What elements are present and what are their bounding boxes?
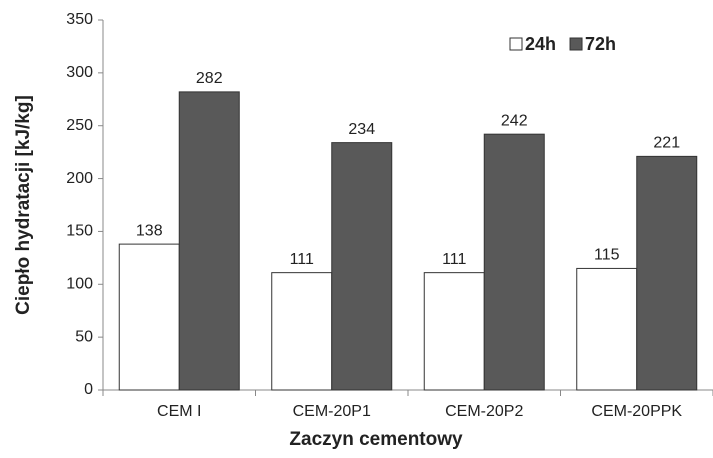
- x-tick-label: CEM-20P2: [445, 403, 523, 420]
- value-label: 242: [501, 112, 528, 129]
- bar: [576, 267, 638, 391]
- y-tick-label: 100: [66, 276, 93, 293]
- value-label: 111: [290, 251, 314, 268]
- y-tick-label: 150: [66, 223, 93, 240]
- y-tick-label: 300: [66, 64, 93, 81]
- bar: [271, 272, 333, 391]
- legend-label: 72h: [585, 34, 616, 54]
- y-axis-label: Ciepło hydratacji [kJ/kg]: [13, 95, 34, 315]
- y-tick-label: 0: [84, 381, 93, 398]
- x-tick-label: CEM-20PPK: [591, 403, 682, 420]
- y-tick-label: 200: [66, 170, 93, 187]
- y-tick-label: 250: [66, 117, 93, 134]
- legend-swatch: [569, 37, 583, 51]
- legend-swatch: [509, 37, 523, 51]
- y-tick-label: 350: [66, 11, 93, 28]
- bar: [331, 142, 393, 391]
- bar: [118, 243, 180, 391]
- value-label: 234: [348, 121, 375, 138]
- bar: [483, 133, 545, 391]
- value-label: 138: [136, 222, 163, 239]
- value-label: 111: [442, 251, 466, 268]
- bar: [178, 91, 240, 391]
- value-label: 115: [594, 247, 620, 264]
- y-tick-label: 50: [75, 328, 93, 345]
- value-label: 221: [653, 135, 680, 152]
- bar: [636, 155, 698, 391]
- bar: [423, 272, 485, 391]
- x-tick-label: CEM I: [157, 403, 201, 420]
- legend-label: 24h: [525, 34, 556, 54]
- value-label: 282: [196, 70, 223, 87]
- x-tick-label: CEM-20P1: [293, 403, 371, 420]
- x-axis-label: Zaczyn cementowy: [289, 429, 463, 450]
